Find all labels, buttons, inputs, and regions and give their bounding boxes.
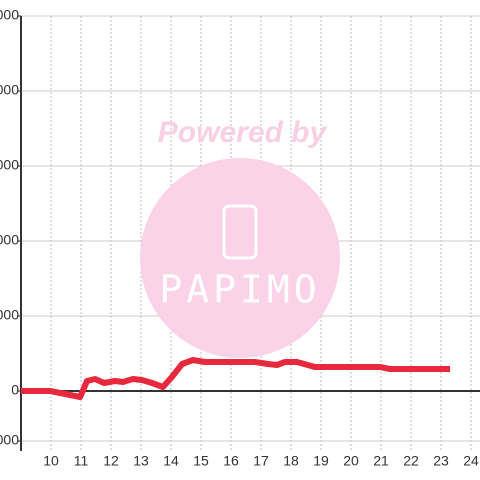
- y-tick-label: 120,000: [0, 82, 19, 98]
- x-tick-label: 14: [163, 453, 179, 469]
- x-tick-label: 19: [313, 453, 329, 469]
- x-tick-label: 24: [463, 453, 479, 469]
- x-tick-label: 18: [283, 453, 299, 469]
- x-tick-label: 22: [403, 453, 419, 469]
- watermark: Powered by PAPIMO: [140, 116, 340, 358]
- x-tick-label: 16: [223, 453, 239, 469]
- x-tick-label: 17: [253, 453, 269, 469]
- x-tick-label: 12: [103, 453, 119, 469]
- x-tick-label: 15: [193, 453, 209, 469]
- y-tick-label: 60,000: [0, 232, 19, 248]
- line: [21, 357, 450, 400]
- x-tick-label: 11: [74, 453, 89, 469]
- x-tick-label: 23: [433, 453, 449, 469]
- x-tick-label: 13: [133, 453, 149, 469]
- y-tick-label: 90,000: [0, 157, 19, 173]
- x-tick-label: 10: [43, 453, 59, 469]
- watermark-text: Powered by: [158, 116, 328, 149]
- y-tick-label: -20,000: [0, 432, 19, 448]
- y-tick-label: 0: [11, 382, 19, 398]
- watermark-text: PAPIMO: [159, 268, 320, 312]
- y-tick-label: 30,000: [0, 307, 19, 323]
- x-tick-label: 20: [343, 453, 359, 469]
- watermark-icon: [222, 204, 258, 260]
- x-tick-label: 21: [373, 453, 389, 469]
- y-tick-label: 150,000: [0, 7, 19, 23]
